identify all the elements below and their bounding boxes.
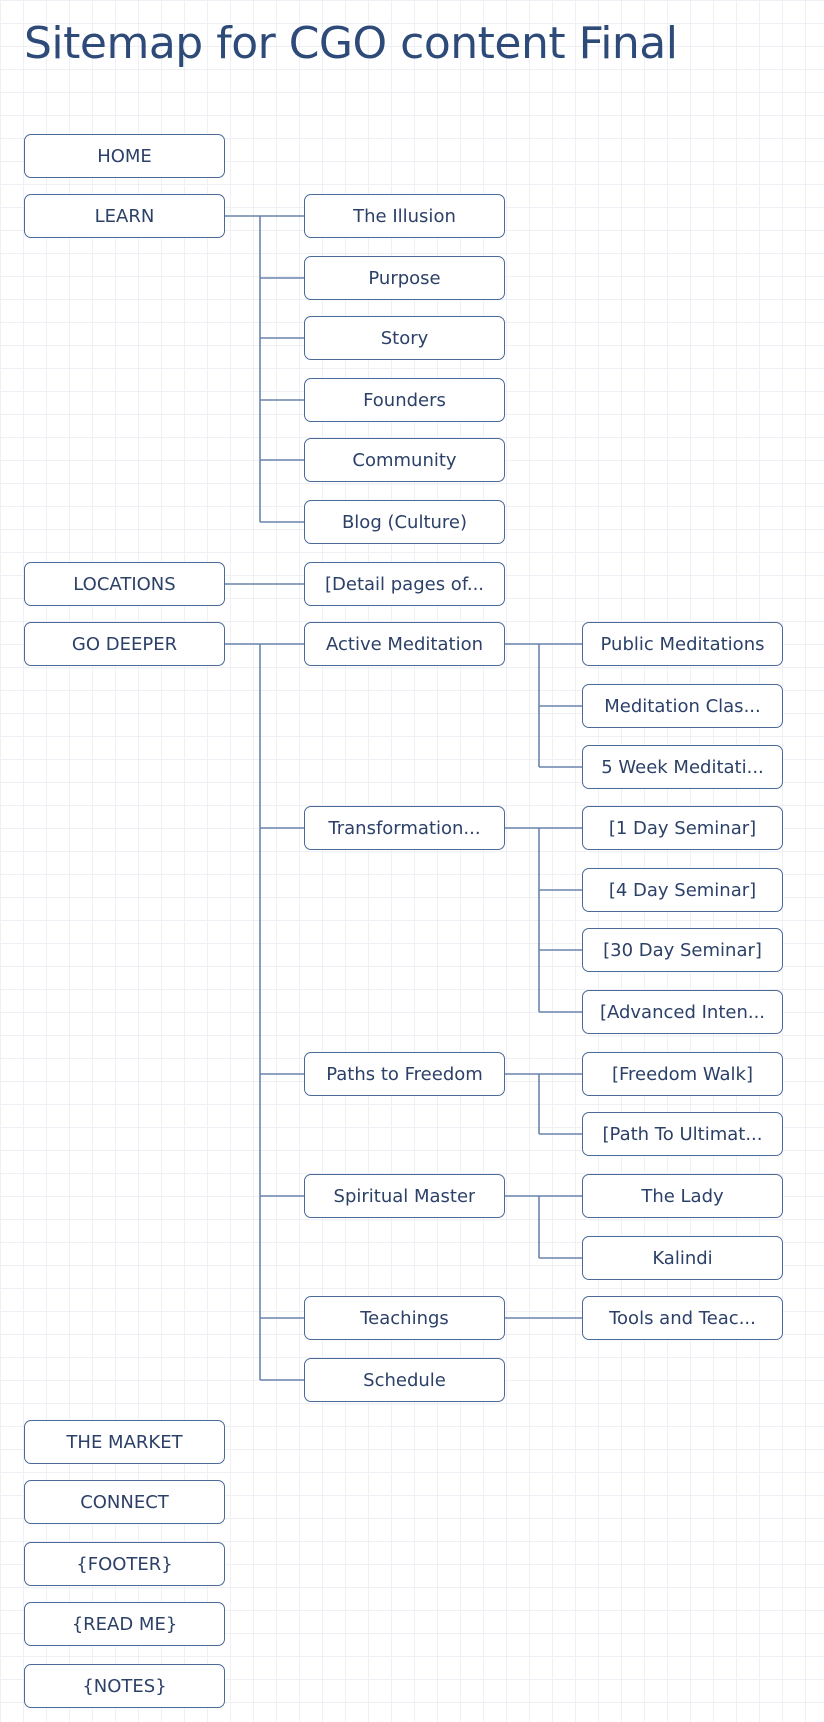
node-read-me[interactable]: {READ ME} — [24, 1602, 225, 1646]
node-kalindi[interactable]: Kalindi — [582, 1236, 783, 1280]
node-learn[interactable]: LEARN — [24, 194, 225, 238]
node-paths-to-freedom[interactable]: Paths to Freedom — [304, 1052, 505, 1096]
node-label: Transformation... — [328, 817, 481, 839]
node-label: Story — [380, 327, 429, 349]
node-detail-pages[interactable]: [Detail pages of... — [304, 562, 505, 606]
node-label: Blog (Culture) — [341, 511, 468, 533]
node-label: Active Meditation — [326, 633, 483, 655]
node-label: CONNECT — [80, 1491, 169, 1513]
node-label: Spiritual Master — [333, 1185, 476, 1207]
node-label: Kalindi — [652, 1247, 713, 1269]
node-label: HOME — [97, 145, 152, 167]
node-label: [Freedom Walk] — [611, 1063, 754, 1085]
node-story[interactable]: Story — [304, 316, 505, 360]
node-label: Public Meditations — [600, 633, 765, 655]
node-footer[interactable]: {FOOTER} — [24, 1542, 225, 1586]
node-the-market[interactable]: THE MARKET — [24, 1420, 225, 1464]
node-label: Purpose — [368, 267, 441, 289]
node-path-to-ultimate[interactable]: [Path To Ultimat... — [582, 1112, 783, 1156]
node-label: LEARN — [94, 205, 155, 227]
node-label: 5 Week Meditati... — [601, 756, 764, 778]
node-label: [Path To Ultimat... — [602, 1123, 763, 1145]
node-notes[interactable]: {NOTES} — [24, 1664, 225, 1708]
node-label: Meditation Clas... — [604, 695, 761, 717]
node-teachings[interactable]: Teachings — [304, 1296, 505, 1340]
node-meditation-classes[interactable]: Meditation Clas... — [582, 684, 783, 728]
node-home[interactable]: HOME — [24, 134, 225, 178]
node-founders[interactable]: Founders — [304, 378, 505, 422]
node-advanced-intensive[interactable]: [Advanced Inten... — [582, 990, 783, 1034]
node-thirty-day-seminar[interactable]: [30 Day Seminar] — [582, 928, 783, 972]
node-spiritual-master[interactable]: Spiritual Master — [304, 1174, 505, 1218]
node-label: {NOTES} — [82, 1675, 167, 1697]
node-tools-and-teachings[interactable]: Tools and Teac... — [582, 1296, 783, 1340]
node-active-meditation[interactable]: Active Meditation — [304, 622, 505, 666]
node-label: {FOOTER} — [76, 1553, 173, 1575]
node-label: [4 Day Seminar] — [608, 879, 757, 901]
node-go-deeper[interactable]: GO DEEPER — [24, 622, 225, 666]
node-label: GO DEEPER — [71, 633, 178, 655]
node-label: The Illusion — [353, 205, 456, 227]
node-the-illusion[interactable]: The Illusion — [304, 194, 505, 238]
node-label: Founders — [363, 389, 446, 411]
node-schedule[interactable]: Schedule — [304, 1358, 505, 1402]
page-title: Sitemap for CGO content Final — [24, 18, 678, 69]
node-label: Tools and Teac... — [609, 1307, 756, 1329]
node-public-meditations[interactable]: Public Meditations — [582, 622, 783, 666]
node-one-day-seminar[interactable]: [1 Day Seminar] — [582, 806, 783, 850]
node-label: [30 Day Seminar] — [603, 939, 762, 961]
node-label: [Detail pages of... — [324, 573, 485, 595]
node-label: Paths to Freedom — [326, 1063, 483, 1085]
node-label: {READ ME} — [71, 1613, 178, 1635]
node-label: [1 Day Seminar] — [608, 817, 757, 839]
node-locations[interactable]: LOCATIONS — [24, 562, 225, 606]
node-blog-culture[interactable]: Blog (Culture) — [304, 500, 505, 544]
node-label: [Advanced Inten... — [599, 1001, 766, 1023]
node-label: LOCATIONS — [73, 573, 176, 595]
node-the-lady[interactable]: The Lady — [582, 1174, 783, 1218]
node-community[interactable]: Community — [304, 438, 505, 482]
node-label: The Lady — [641, 1185, 724, 1207]
node-four-day-seminar[interactable]: [4 Day Seminar] — [582, 868, 783, 912]
node-label: Community — [352, 449, 457, 471]
node-label: Schedule — [363, 1369, 446, 1391]
node-freedom-walk[interactable]: [Freedom Walk] — [582, 1052, 783, 1096]
node-label: Teachings — [360, 1307, 449, 1329]
node-five-week-meditation[interactable]: 5 Week Meditati... — [582, 745, 783, 789]
node-connect[interactable]: CONNECT — [24, 1480, 225, 1524]
node-purpose[interactable]: Purpose — [304, 256, 505, 300]
node-transformation[interactable]: Transformation... — [304, 806, 505, 850]
node-label: THE MARKET — [66, 1431, 183, 1453]
